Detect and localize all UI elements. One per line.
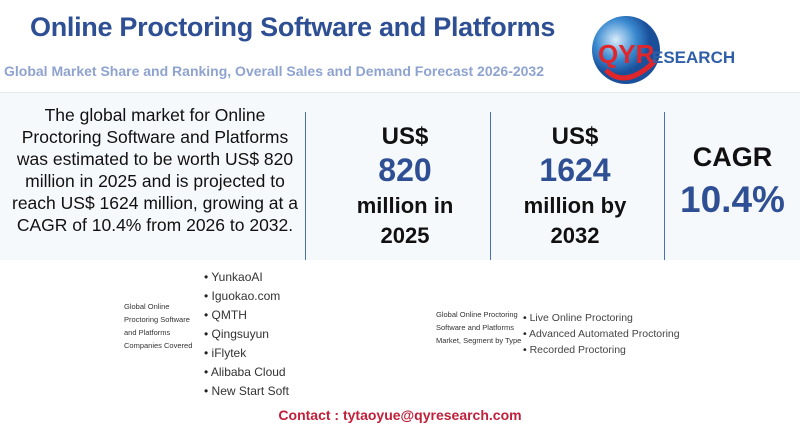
stat-2025: US$ 820 million in 2025 (340, 122, 470, 251)
list-item: YunkaoAI (204, 268, 289, 287)
list-item: Live Online Proctoring (523, 310, 680, 326)
list-item: Qingsuyun (204, 325, 289, 344)
stat-cagr: CAGR 10.4% (670, 142, 795, 221)
contact-email: Contact : tytaoyue@qyresearch.com (278, 407, 522, 423)
stat-label: million in 2025 (356, 193, 454, 248)
divider (490, 112, 491, 260)
page-subtitle: Global Market Share and Ranking, Overall… (4, 63, 544, 79)
svg-text:ESEARCH: ESEARCH (652, 48, 735, 67)
page-title: Online Proctoring Software and Platforms (30, 12, 556, 42)
stat-prefix: US$ (551, 123, 599, 150)
stat-prefix: US$ (381, 123, 429, 150)
list-item: QMTH (204, 306, 289, 325)
summary-panel (0, 92, 800, 260)
divider (305, 112, 306, 260)
stat-2032: US$ 1624 million by 2032 (510, 122, 640, 251)
stat-value: 10.4% (680, 179, 785, 220)
globe-icon: QYR ESEARCH (592, 16, 735, 84)
list-item: Iguokao.com (204, 287, 289, 306)
list-item: New Start Soft (204, 382, 289, 401)
qyresearch-logo: QYR ESEARCH (586, 10, 756, 90)
types-label: Global Online Proctoring Software and Pl… (436, 310, 522, 345)
divider (664, 112, 665, 260)
companies-list: YunkaoAI Iguokao.com QMTH Qingsuyun iFly… (204, 268, 289, 401)
list-item: Advanced Automated Proctoring (523, 326, 680, 342)
list-item: Recorded Proctoring (523, 342, 680, 358)
market-summary: The global market for Online Proctoring … (12, 105, 298, 235)
list-item: iFlytek (204, 344, 289, 363)
types-list: Live Online Proctoring Advanced Automate… (523, 310, 680, 358)
stat-prefix: CAGR (692, 142, 773, 172)
stat-value: 820 (378, 152, 432, 188)
list-item: Alibaba Cloud (204, 363, 289, 382)
svg-text:QYR: QYR (598, 39, 655, 69)
companies-label: Global Online Proctoring Software and Pl… (124, 302, 193, 350)
stat-label: million by 2032 (523, 193, 627, 248)
stat-value: 1624 (539, 152, 611, 188)
